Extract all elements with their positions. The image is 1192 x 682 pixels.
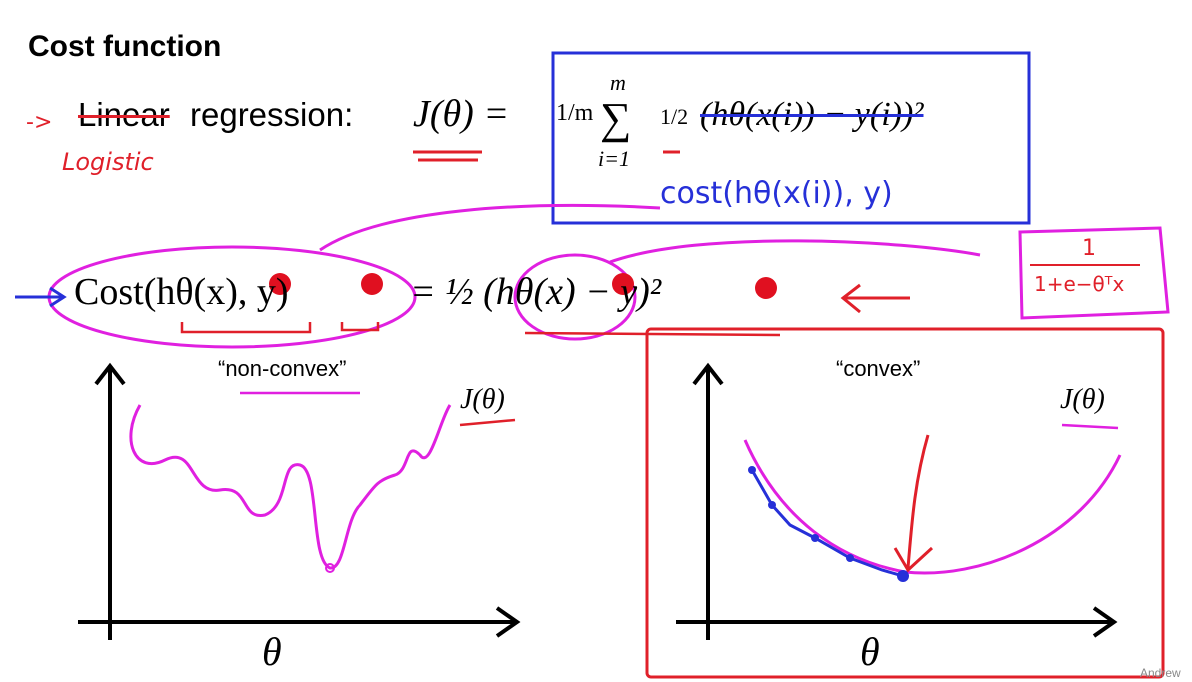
red-dot-4 bbox=[755, 277, 777, 299]
gd-step-3 bbox=[811, 534, 819, 542]
left-x-axis-label: θ bbox=[262, 629, 282, 674]
red-bracket-y bbox=[340, 322, 380, 332]
cost-formula-left: Cost(hθ(x), y) bbox=[74, 271, 289, 313]
red-arrow-left bbox=[840, 283, 910, 314]
gd-step-2 bbox=[768, 501, 776, 509]
red-dot-1 bbox=[269, 273, 291, 295]
slide-title: Cost function bbox=[28, 30, 222, 63]
right-y-axis bbox=[692, 362, 724, 640]
sum-lower-limit: i=1 bbox=[598, 146, 630, 171]
blue-arrow-left bbox=[15, 286, 67, 308]
right-x-axis bbox=[676, 606, 1118, 638]
right-label-underline bbox=[1061, 423, 1119, 430]
frac-1-over-m: 1/m bbox=[556, 100, 594, 126]
red-underline-h bbox=[524, 331, 781, 337]
non-convex-curve bbox=[129, 404, 452, 570]
sum-sign: ∑ bbox=[600, 94, 632, 143]
right-x-axis-label: θ bbox=[860, 629, 880, 674]
right-plot-label: “convex” bbox=[836, 356, 921, 381]
gd-minimum bbox=[897, 570, 909, 582]
cost-lhs: J(θ) = bbox=[413, 93, 509, 135]
red-pointer-arrow: -> bbox=[26, 110, 53, 135]
squared-error-term: (hθ(x(i)) − y(i))² bbox=[700, 96, 924, 133]
blue-annotation-box bbox=[551, 51, 1031, 225]
magenta-link-1 bbox=[319, 203, 661, 252]
convex-curve bbox=[743, 439, 1122, 575]
sigmoid-numerator: 1 bbox=[1082, 236, 1096, 261]
red-highlight-box bbox=[645, 327, 1165, 679]
gd-step-1 bbox=[748, 466, 756, 474]
annotation-logistic: Logistic bbox=[62, 148, 154, 176]
red-arrow-down bbox=[893, 434, 934, 573]
sigmoid-denominator: 1+e−θᵀx bbox=[1034, 272, 1125, 296]
magenta-link-2 bbox=[609, 239, 981, 264]
cost-formula-right: = ½ (hθ(x) − y)² bbox=[410, 271, 662, 313]
annotation-cost: cost(hθ(x(i)), y) bbox=[660, 176, 893, 211]
red-dot-2 bbox=[361, 273, 383, 295]
half-fraction: 1/2 bbox=[660, 104, 689, 129]
left-y-axis bbox=[94, 362, 126, 640]
red-underline-J bbox=[413, 150, 482, 162]
gd-step-4 bbox=[846, 554, 854, 562]
left-x-axis bbox=[78, 606, 521, 638]
gradient-descent-path bbox=[750, 469, 904, 578]
right-curve-label: J(θ) bbox=[1060, 384, 1105, 415]
left-minimum-point bbox=[325, 563, 335, 573]
sigmoid-box bbox=[1018, 226, 1170, 320]
red-bracket-x bbox=[180, 322, 312, 334]
footer-text: Andrew bbox=[1140, 666, 1181, 680]
red-dot-3 bbox=[612, 273, 634, 295]
left-curve-label: J(θ) bbox=[460, 384, 505, 415]
sigmoid-fraction-bar bbox=[1030, 264, 1140, 266]
red-underline-Jleft bbox=[459, 418, 516, 427]
sum-upper-limit: m bbox=[610, 70, 626, 95]
word-regression: regression: bbox=[190, 96, 354, 133]
magenta-circle-hypothesis bbox=[513, 253, 637, 341]
left-plot-label: “non-convex” bbox=[218, 356, 347, 381]
word-linear: Linear bbox=[78, 96, 170, 133]
